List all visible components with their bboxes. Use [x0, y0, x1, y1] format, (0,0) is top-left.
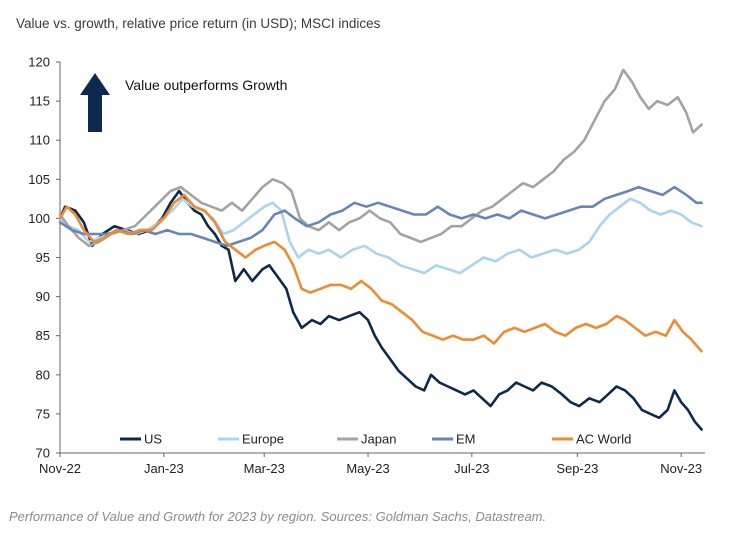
x-tick-label: Jul-23	[454, 461, 489, 476]
legend-label-us: US	[144, 432, 162, 447]
y-tick-label: 110	[29, 133, 50, 148]
x-tick-label: May-23	[346, 461, 389, 476]
axes: 70 75 80 85 90 95 100 105 110 115 120 Nov-22 Jan-23 M…	[28, 55, 705, 476]
y-tick-label: 105	[28, 172, 50, 187]
series-layer	[58, 68, 703, 431]
x-tick-label: Jan-23	[144, 461, 184, 476]
series-line-em	[58, 185, 703, 248]
legend-label-ac-world: AC World	[576, 432, 631, 447]
annotation: Value outperforms Growth	[80, 73, 287, 132]
y-tick-label: 80	[36, 367, 50, 382]
y-tick-label: 75	[36, 406, 50, 421]
legend-label-europe: Europe	[242, 432, 284, 447]
chart-title: Value vs. growth, relative price return …	[16, 16, 381, 31]
y-tick-label: 100	[28, 211, 50, 226]
x-tick-label: Nov-23	[660, 461, 702, 476]
figure-caption: Performance of Value and Growth for 2023…	[9, 509, 547, 524]
series-line-ac-world	[58, 193, 703, 353]
y-tick-label: 95	[36, 250, 50, 265]
annotation-text: Value outperforms Growth	[125, 77, 287, 93]
y-tick-label: 90	[36, 289, 50, 304]
legend-label-em: EM	[456, 432, 476, 447]
series-line-japan	[58, 68, 703, 248]
up-arrow-icon	[80, 73, 110, 132]
y-tick-label: 115	[29, 94, 50, 109]
x-tick-label: Mar-23	[244, 461, 285, 476]
y-tick-label: 120	[28, 55, 50, 70]
y-tick-label: 70	[36, 446, 50, 461]
x-tick-label: Sep-23	[556, 461, 598, 476]
x-tick-label: Nov-22	[39, 461, 81, 476]
legend: US Europe Japan EM AC World	[120, 432, 631, 447]
legend-label-japan: Japan	[361, 432, 396, 447]
series-line-europe	[58, 197, 703, 275]
y-tick-label: 85	[36, 328, 50, 343]
